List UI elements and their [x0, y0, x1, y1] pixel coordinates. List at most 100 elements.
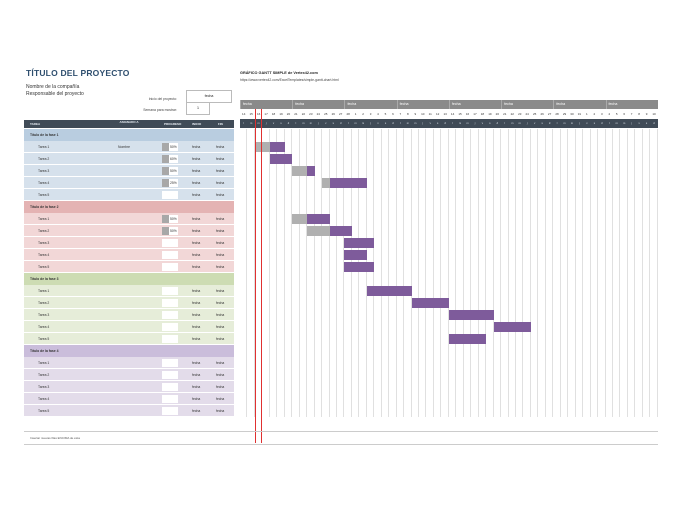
task-start[interactable]: fecha	[192, 337, 201, 341]
task-name[interactable]: Tarea 2	[38, 373, 50, 377]
task-row[interactable]: Tarea 5 fecha fecha	[24, 189, 658, 201]
task-name[interactable]: Tarea 3	[38, 241, 50, 245]
task-name[interactable]: Tarea 2	[38, 229, 50, 233]
gantt-bar-complete[interactable]	[322, 178, 330, 188]
phase-title[interactable]: Título de la fase 2	[30, 205, 59, 209]
gantt-bar[interactable]	[448, 334, 487, 344]
task-start[interactable]: fecha	[192, 301, 201, 305]
gantt-bar[interactable]	[269, 142, 285, 152]
gantt-bar[interactable]	[344, 250, 367, 260]
task-start[interactable]: fecha	[192, 157, 201, 161]
task-end[interactable]: fecha	[216, 181, 225, 185]
task-end[interactable]: fecha	[216, 241, 225, 245]
task-name[interactable]: Tarea 4	[38, 253, 50, 257]
gantt-bar-complete[interactable]	[292, 214, 308, 224]
task-end[interactable]: fecha	[216, 337, 225, 341]
task-end[interactable]: fecha	[216, 397, 225, 401]
task-row[interactable]: Tarea 2 fecha fecha	[24, 369, 658, 381]
task-start[interactable]: fecha	[192, 409, 201, 413]
task-row[interactable]: Tarea 4 fecha fecha 25%	[24, 177, 658, 189]
progress-bar[interactable]	[162, 215, 178, 223]
phase-row[interactable]: Título de la fase 3	[24, 273, 658, 285]
task-start[interactable]: fecha	[192, 325, 201, 329]
task-name[interactable]: Tarea 3	[38, 385, 50, 389]
progress-bar[interactable]	[162, 359, 178, 367]
task-end[interactable]: fecha	[216, 229, 225, 233]
task-name[interactable]: Tarea 4	[38, 181, 50, 185]
company-name[interactable]: Nombre de la compañía	[26, 84, 80, 90]
task-start[interactable]: fecha	[192, 241, 201, 245]
task-row[interactable]: Tarea 3 fecha fecha	[24, 381, 658, 393]
progress-bar[interactable]	[162, 155, 178, 163]
task-start[interactable]: fecha	[192, 265, 201, 269]
task-name[interactable]: Tarea 5	[38, 265, 50, 269]
task-end[interactable]: fecha	[216, 265, 225, 269]
progress-bar[interactable]	[162, 323, 178, 331]
progress-bar[interactable]	[162, 335, 178, 343]
phase-row[interactable]: Título de la fase 4	[24, 345, 658, 357]
gantt-bar[interactable]	[493, 322, 531, 332]
task-start[interactable]: fecha	[192, 181, 201, 185]
task-end[interactable]: fecha	[216, 193, 225, 197]
task-end[interactable]: fecha	[216, 313, 225, 317]
gantt-bar-complete[interactable]	[292, 166, 308, 176]
task-name[interactable]: Tarea 5	[38, 337, 50, 341]
phase-title[interactable]: Título de la fase 4	[30, 349, 59, 353]
display-week-input[interactable]: 1	[186, 102, 210, 115]
task-start[interactable]: fecha	[192, 313, 201, 317]
task-start[interactable]: fecha	[192, 145, 201, 149]
task-row[interactable]: Tarea 5 fecha fecha	[24, 405, 658, 417]
progress-bar[interactable]	[162, 395, 178, 403]
gantt-bar[interactable]	[366, 286, 412, 296]
phase-title[interactable]: Título de la fase 3	[30, 277, 59, 281]
task-start[interactable]: fecha	[192, 289, 201, 293]
task-end[interactable]: fecha	[216, 301, 225, 305]
task-row[interactable]: Tarea 4 fecha fecha	[24, 393, 658, 405]
task-row[interactable]: Tarea 1 Nombre fecha fecha 50%	[24, 141, 658, 153]
project-owner[interactable]: Responsable del proyecto	[26, 91, 84, 97]
task-name[interactable]: Tarea 4	[38, 325, 50, 329]
progress-bar[interactable]	[162, 311, 178, 319]
progress-bar[interactable]	[162, 263, 178, 271]
task-row[interactable]: Tarea 5 fecha fecha	[24, 333, 658, 345]
task-start[interactable]: fecha	[192, 361, 201, 365]
task-name[interactable]: Tarea 1	[38, 145, 50, 149]
task-end[interactable]: fecha	[216, 385, 225, 389]
task-row[interactable]: Tarea 3 fecha fecha 50%	[24, 165, 658, 177]
task-row[interactable]: Tarea 3 fecha fecha	[24, 309, 658, 321]
task-row[interactable]: Tarea 4 fecha fecha	[24, 249, 658, 261]
progress-bar[interactable]	[162, 143, 178, 151]
progress-bar[interactable]	[162, 383, 178, 391]
task-name[interactable]: Tarea 2	[38, 157, 50, 161]
task-start[interactable]: fecha	[192, 217, 201, 221]
task-name[interactable]: Tarea 5	[38, 193, 50, 197]
gantt-bar[interactable]	[344, 262, 375, 272]
gantt-bar[interactable]	[307, 214, 330, 224]
task-row[interactable]: Tarea 1 fecha fecha	[24, 285, 658, 297]
gantt-bar[interactable]	[329, 226, 352, 236]
progress-bar[interactable]	[162, 179, 178, 187]
progress-bar[interactable]	[162, 191, 178, 199]
gantt-bar[interactable]	[329, 178, 367, 188]
task-end[interactable]: fecha	[216, 217, 225, 221]
credit-link[interactable]: https://www.vertex42.com/ExcelTemplates/…	[240, 78, 339, 82]
task-name[interactable]: Tarea 5	[38, 409, 50, 413]
progress-bar[interactable]	[162, 227, 178, 235]
task-name[interactable]: Tarea 3	[38, 169, 50, 173]
task-row[interactable]: Tarea 2 fecha fecha 60%	[24, 153, 658, 165]
task-start[interactable]: fecha	[192, 385, 201, 389]
gantt-bar-complete[interactable]	[254, 142, 270, 152]
progress-bar[interactable]	[162, 371, 178, 379]
task-end[interactable]: fecha	[216, 409, 225, 413]
task-row[interactable]: Tarea 2 fecha fecha	[24, 297, 658, 309]
gantt-bar-complete[interactable]	[307, 226, 330, 236]
phase-title[interactable]: Título de la fase 1	[30, 133, 59, 137]
gantt-bar[interactable]	[448, 310, 494, 320]
gantt-bar[interactable]	[344, 238, 375, 248]
task-row[interactable]: Tarea 1 fecha fecha	[24, 357, 658, 369]
gantt-bar[interactable]	[277, 154, 293, 164]
task-row[interactable]: Tarea 1 fecha fecha 50%	[24, 213, 658, 225]
task-row[interactable]: Tarea 3 fecha fecha	[24, 237, 658, 249]
progress-bar[interactable]	[162, 239, 178, 247]
progress-bar[interactable]	[162, 167, 178, 175]
